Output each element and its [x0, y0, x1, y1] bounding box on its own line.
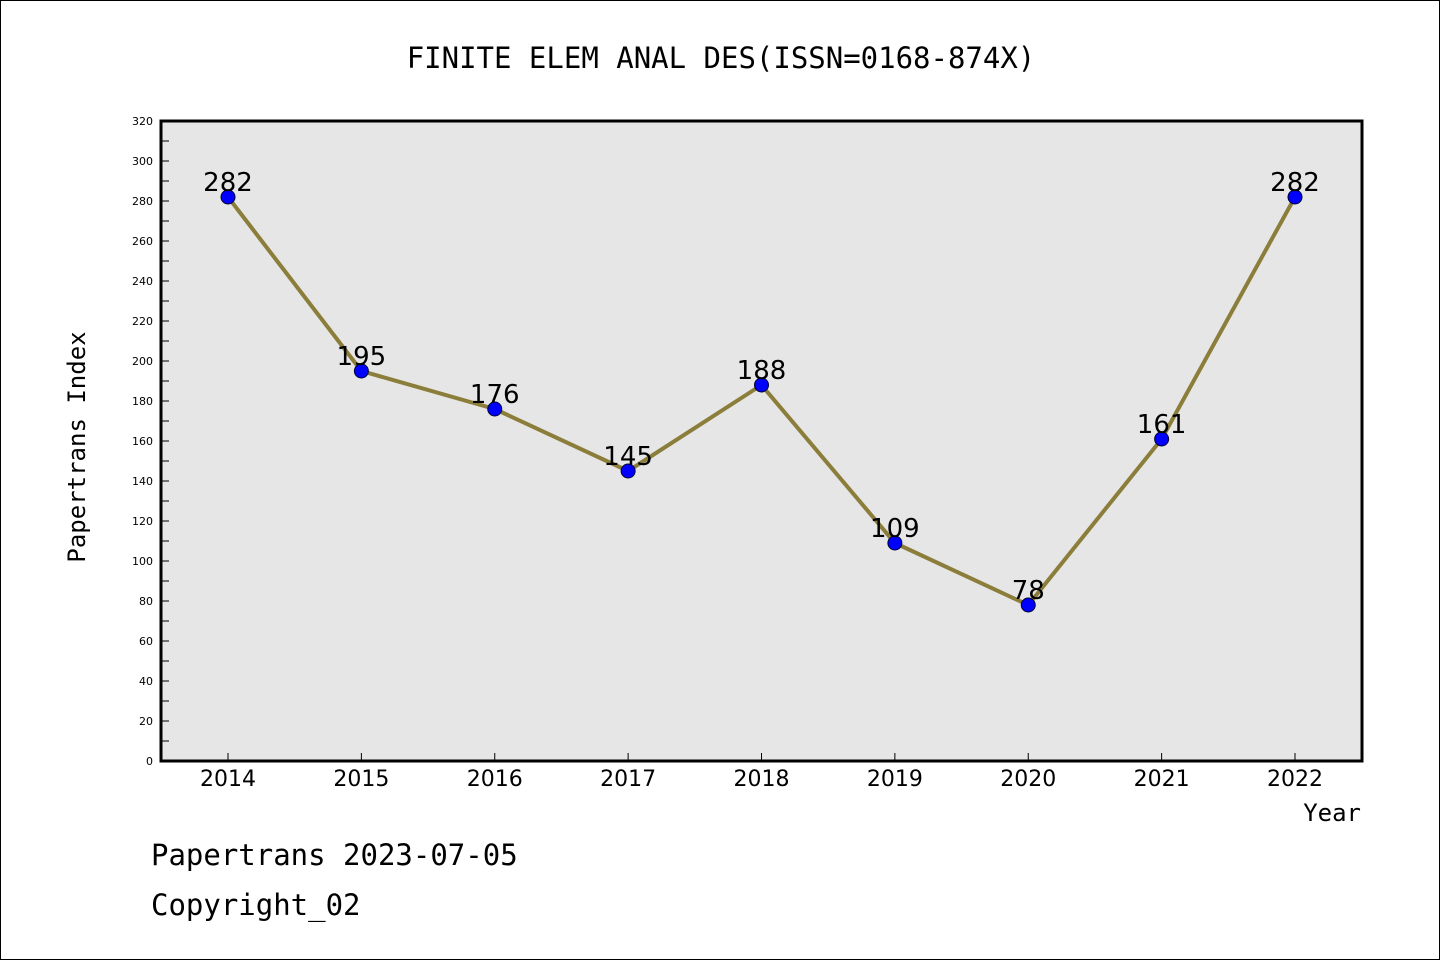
x-tick-label: 2022	[1267, 767, 1323, 792]
y-tick-label: 140	[132, 475, 153, 488]
x-axis: 2014 2015 2016 2017 2018 2019 2020 2021 2022	[200, 753, 1323, 792]
data-point	[887, 535, 903, 551]
y-axis: 0 20 40 60 80 100 120 140 160 180 200 220 240 260 280 3…	[132, 115, 169, 768]
y-tick-label: 120	[132, 515, 153, 528]
data-point	[1154, 431, 1170, 447]
y-tick-label: 20	[139, 715, 153, 728]
y-tick-label: 300	[132, 155, 153, 168]
x-axis-title: Year	[1303, 799, 1361, 827]
data-label: 188	[737, 356, 787, 386]
data-point	[754, 377, 769, 393]
data-label: 109	[870, 514, 920, 544]
x-tick-label: 2021	[1134, 767, 1190, 792]
data-point	[487, 401, 503, 417]
data-point	[220, 189, 236, 205]
y-tick-label: 60	[139, 635, 153, 648]
data-label: 195	[337, 342, 387, 372]
y-tick-label: 220	[132, 315, 153, 328]
x-tick-label: 2014	[200, 767, 256, 792]
y-tick-label: 180	[132, 395, 153, 408]
data-label: 176	[470, 380, 520, 410]
y-tick-label: 100	[132, 555, 153, 568]
footer-date: Papertrans 2023-07-05	[151, 838, 518, 872]
markers-group	[220, 189, 1303, 613]
data-point	[1020, 597, 1036, 613]
data-point	[1287, 189, 1303, 205]
y-tick-label: 320	[132, 115, 153, 128]
y-tick-label: 260	[132, 235, 153, 248]
y-tick-label: 240	[132, 275, 153, 288]
footer-copyright: Copyright_02	[151, 888, 361, 923]
y-tick-label: 160	[132, 435, 153, 448]
data-labels-group: 282 195 176 145 188 109 78 161 282	[203, 168, 1320, 606]
plot-border	[159, 119, 1364, 763]
y-tick-label: 0	[146, 755, 153, 768]
data-label: 282	[203, 168, 253, 198]
x-tick-label: 2017	[600, 767, 656, 792]
y-tick-label: 200	[132, 355, 153, 368]
x-tick-label: 2019	[867, 767, 923, 792]
x-tick-label: 2016	[467, 767, 523, 792]
y-tick-label: 280	[132, 195, 153, 208]
x-tick-label: 2020	[1000, 767, 1056, 792]
data-point	[353, 363, 369, 379]
x-tick-label: 2018	[734, 767, 790, 792]
chart-title: FINITE ELEM ANAL DES(ISSN=0168-874X)	[407, 41, 1036, 75]
data-label: 161	[1137, 410, 1187, 440]
plot-area	[161, 121, 1362, 761]
y-axis-title: Papertrans Index	[63, 331, 91, 562]
data-label: 78	[1012, 576, 1045, 606]
y-tick-label: 40	[139, 675, 153, 688]
x-tick-label: 2015	[333, 767, 389, 792]
data-point	[620, 463, 636, 479]
data-label: 145	[603, 442, 653, 472]
y-tick-label: 80	[139, 595, 153, 608]
data-label: 282	[1270, 168, 1320, 198]
